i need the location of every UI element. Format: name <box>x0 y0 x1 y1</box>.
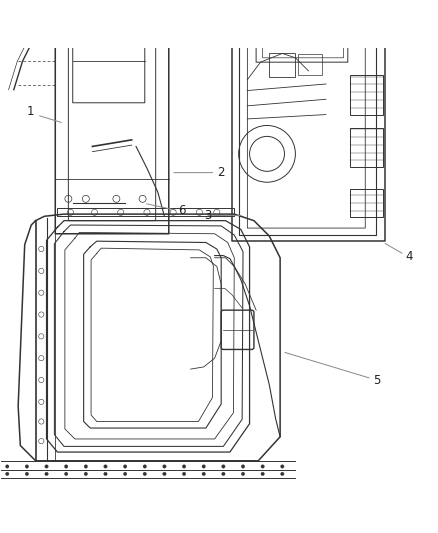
Circle shape <box>281 472 284 475</box>
Circle shape <box>182 472 186 475</box>
Circle shape <box>104 465 107 468</box>
Bar <box>337 10 363 25</box>
Text: 5: 5 <box>373 374 381 387</box>
Circle shape <box>222 465 225 468</box>
Bar <box>304 10 335 27</box>
Circle shape <box>6 472 9 475</box>
Circle shape <box>104 472 107 475</box>
Circle shape <box>182 465 186 468</box>
Circle shape <box>25 465 28 468</box>
Circle shape <box>64 472 68 475</box>
Circle shape <box>241 472 245 475</box>
Circle shape <box>84 465 88 468</box>
Circle shape <box>25 472 28 475</box>
Circle shape <box>261 465 265 468</box>
Circle shape <box>143 465 147 468</box>
Bar <box>269 53 295 77</box>
Circle shape <box>64 465 68 468</box>
Bar <box>350 75 383 115</box>
Circle shape <box>124 472 127 475</box>
Circle shape <box>45 465 48 468</box>
Bar <box>350 128 383 167</box>
Circle shape <box>202 465 205 468</box>
Text: 1: 1 <box>27 105 34 118</box>
Text: 3: 3 <box>205 209 212 222</box>
Text: 6: 6 <box>178 204 186 217</box>
Circle shape <box>261 472 265 475</box>
Text: 4: 4 <box>405 251 413 263</box>
Bar <box>297 54 321 75</box>
Circle shape <box>162 472 166 475</box>
Circle shape <box>241 465 245 468</box>
Bar <box>269 17 300 34</box>
Circle shape <box>202 472 205 475</box>
Bar <box>57 208 234 216</box>
Circle shape <box>84 472 88 475</box>
Circle shape <box>45 472 48 475</box>
Circle shape <box>6 465 9 468</box>
Circle shape <box>124 465 127 468</box>
Circle shape <box>162 465 166 468</box>
Bar <box>350 189 383 217</box>
Text: 2: 2 <box>217 166 225 179</box>
Circle shape <box>222 472 225 475</box>
Circle shape <box>143 472 147 475</box>
Circle shape <box>281 465 284 468</box>
